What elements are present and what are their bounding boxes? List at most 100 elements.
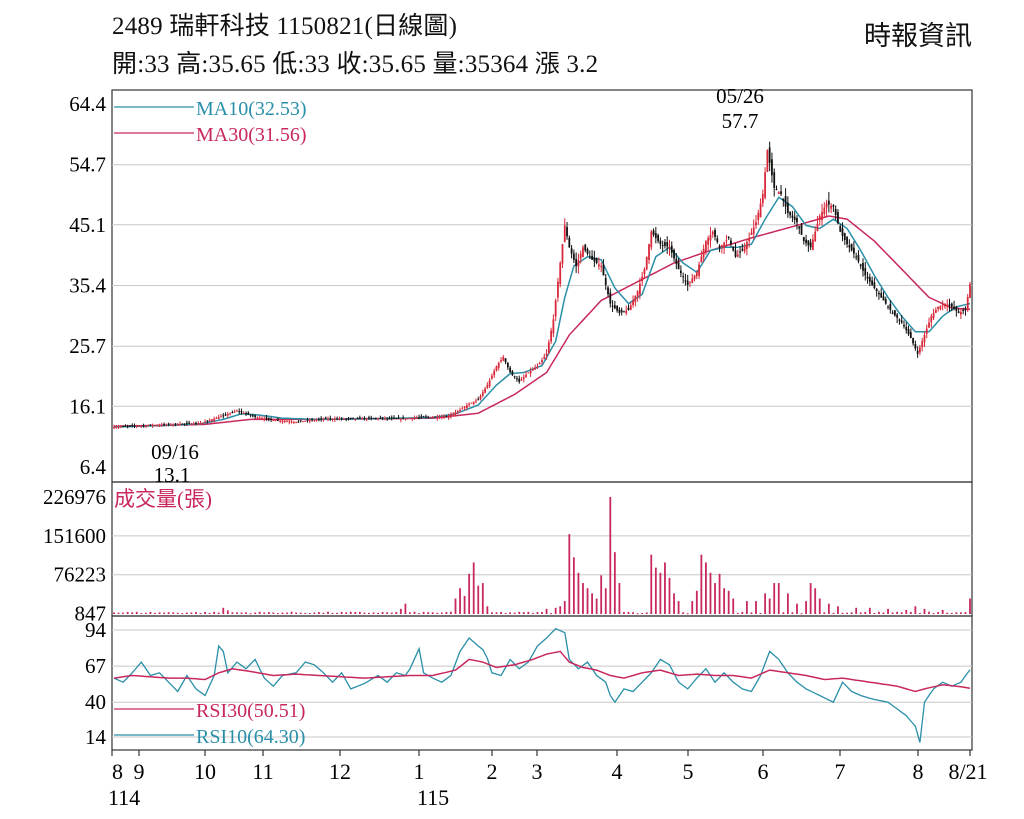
volume-bar — [682, 612, 685, 614]
volume-bar — [172, 612, 175, 614]
volume-bar — [677, 601, 680, 614]
candle-body — [875, 288, 878, 292]
candle-body — [167, 423, 170, 425]
candle-body — [623, 311, 625, 313]
candle-body — [648, 244, 650, 260]
volume-bar — [736, 613, 739, 615]
candle-body — [431, 416, 434, 418]
candle-body — [944, 303, 946, 307]
rsi10-legend: RSI10(64.30) — [196, 726, 305, 748]
candle-body — [336, 418, 339, 420]
volume-bar — [418, 613, 420, 615]
candle-body — [220, 416, 222, 418]
candle-body — [650, 231, 653, 248]
candle-body — [791, 215, 794, 218]
candle-body — [700, 256, 703, 263]
candle-body — [254, 415, 257, 417]
candle-body — [905, 327, 908, 331]
candle-body — [513, 376, 516, 378]
volume-bar — [295, 612, 298, 614]
candle-body — [340, 417, 343, 419]
candle-body — [832, 205, 835, 207]
candle-body — [561, 244, 564, 264]
candle-body — [204, 421, 206, 423]
volume-bar — [154, 612, 156, 614]
volume-bar — [122, 612, 125, 614]
candle-body — [463, 406, 466, 408]
candle-body — [705, 241, 707, 252]
candle-body — [192, 423, 195, 425]
volume-bar — [600, 575, 603, 614]
candle-body — [465, 405, 468, 408]
candle-body — [784, 196, 787, 207]
volume-bar — [236, 612, 238, 614]
candle-body — [771, 159, 773, 176]
volume-tick-label: 76223 — [54, 563, 107, 587]
volume-bar — [509, 612, 512, 614]
volume-bar — [623, 612, 625, 614]
volume-bar — [837, 606, 839, 614]
candle-body — [436, 416, 439, 419]
volume-bar — [504, 612, 507, 614]
candle-body — [718, 245, 721, 248]
volume-bar — [709, 572, 712, 614]
candle-body — [859, 264, 862, 267]
candle-body — [793, 216, 796, 220]
volume-bar — [572, 557, 575, 614]
volume-bar — [313, 612, 316, 614]
volume-bar — [946, 612, 949, 614]
candle-body — [365, 418, 368, 420]
candle-body — [427, 416, 430, 418]
price-tick-label: 45.1 — [69, 213, 106, 237]
low-annotation-date: 09/16 — [151, 440, 199, 464]
volume-bar — [791, 612, 794, 614]
candle-body — [723, 242, 726, 249]
candle-body — [955, 306, 958, 311]
candle-body — [536, 366, 539, 368]
candle-body — [821, 211, 823, 221]
candle-body — [641, 276, 644, 282]
candle-body — [247, 412, 250, 415]
candle-body — [527, 372, 530, 374]
candle-body — [181, 423, 184, 425]
volume-bar — [427, 612, 430, 614]
candle-body — [629, 305, 632, 311]
volume-bar — [190, 612, 193, 614]
candle-body — [138, 425, 140, 427]
candle-body — [602, 264, 605, 276]
volume-bar — [277, 613, 279, 615]
candle-body — [586, 249, 589, 254]
volume-bar — [381, 612, 384, 614]
volume-bar — [654, 567, 657, 614]
candle-body — [418, 417, 420, 419]
volume-bar — [641, 613, 644, 615]
candle-body — [495, 366, 498, 371]
volume-bar — [878, 611, 880, 614]
candle-body — [251, 415, 254, 417]
volume-bar — [632, 612, 634, 614]
volume-bar — [413, 611, 416, 614]
candle-body — [434, 416, 436, 418]
candle-body — [450, 414, 452, 417]
x-axis-month-label: 2 — [487, 759, 498, 784]
candle-body — [664, 242, 666, 246]
candle-body — [199, 423, 202, 425]
volume-bar — [714, 583, 716, 614]
rsi-tick-label: 14 — [85, 725, 107, 749]
candle-body — [343, 418, 345, 420]
candle-body — [144, 425, 147, 427]
candle-body — [750, 232, 753, 236]
candle-body — [618, 309, 621, 314]
candle-body — [456, 411, 459, 413]
candle-body — [522, 377, 525, 380]
volume-bar — [923, 608, 926, 614]
candle-body — [308, 420, 311, 422]
candle-body — [500, 359, 502, 362]
candle-body — [679, 270, 682, 274]
volume-bar — [308, 613, 311, 615]
candle-body — [361, 418, 364, 420]
volume-bar — [299, 612, 302, 614]
volume-bar — [750, 612, 753, 614]
rsi-tick-label: 40 — [85, 690, 106, 714]
